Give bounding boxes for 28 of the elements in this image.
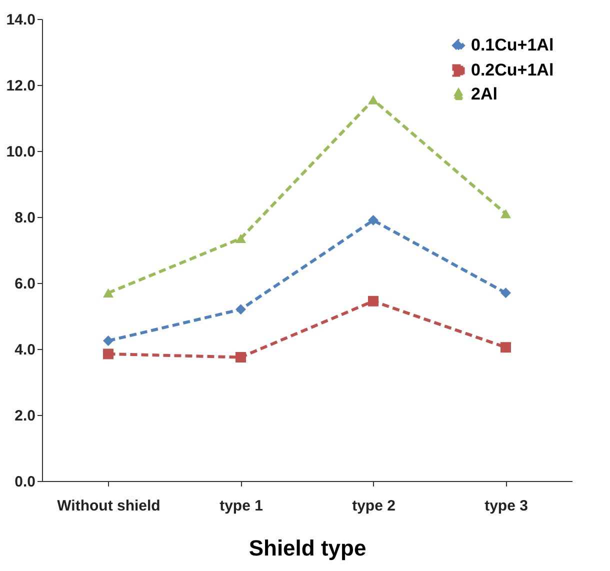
point (236, 352, 246, 362)
point (368, 95, 378, 104)
point (236, 234, 246, 243)
y-tick-label: 8.0 (14, 210, 36, 226)
point (368, 215, 378, 226)
y-tick-label: 12.0 (6, 78, 36, 94)
legend-label: 0.2Cu+1Al (471, 60, 554, 80)
point (500, 342, 511, 353)
x-axis-title: Shield type (248, 536, 366, 560)
point (500, 209, 511, 218)
x-tick-label: type 2 (352, 498, 396, 514)
x-tick-label: type 1 (220, 498, 263, 514)
point (236, 304, 246, 315)
point (368, 296, 378, 306)
legend-label: 2Al (471, 84, 498, 104)
y-tick-label: 6.0 (14, 276, 36, 292)
x-tick-label: type 3 (484, 498, 528, 514)
point (103, 336, 114, 346)
point (500, 288, 511, 298)
point (103, 348, 114, 360)
y-tick-label: 0.0 (14, 474, 36, 490)
y-tick-label: 14.0 (6, 12, 36, 28)
point (103, 288, 114, 298)
x-tick-label: Without shield (57, 498, 160, 514)
legend-label: 0.1Cu+1Al (471, 36, 554, 54)
y-tick-label: 10.0 (6, 144, 36, 160)
y-tick-label: 4.0 (14, 342, 36, 358)
y-tick-label: 2.0 (14, 408, 36, 424)
